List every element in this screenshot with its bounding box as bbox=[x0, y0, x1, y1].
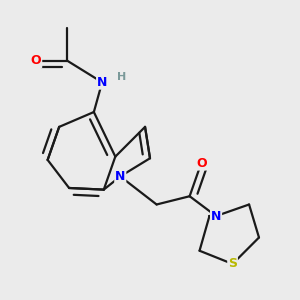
Text: O: O bbox=[196, 157, 206, 170]
Text: S: S bbox=[228, 257, 237, 270]
Text: N: N bbox=[97, 76, 107, 89]
Text: O: O bbox=[31, 54, 41, 67]
Text: N: N bbox=[211, 209, 221, 223]
Text: H: H bbox=[117, 72, 127, 82]
Text: N: N bbox=[115, 170, 125, 183]
